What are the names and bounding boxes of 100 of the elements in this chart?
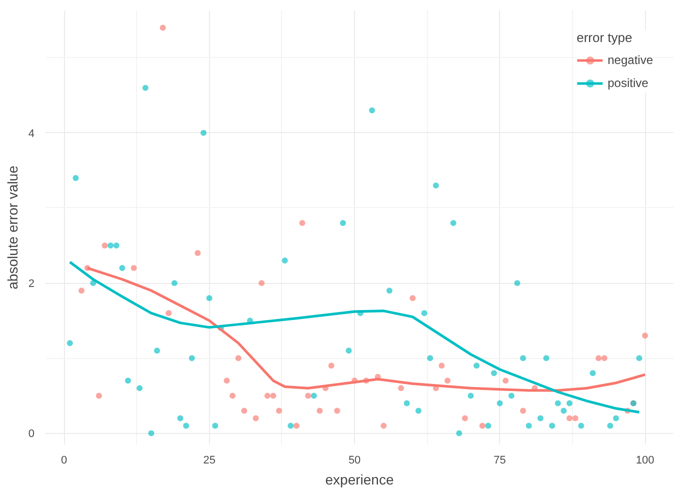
point bbox=[386, 288, 392, 294]
point bbox=[166, 310, 172, 316]
legend-label: negative bbox=[608, 53, 653, 67]
point bbox=[72, 174, 79, 181]
point bbox=[444, 378, 451, 384]
point bbox=[154, 348, 160, 354]
point bbox=[572, 415, 578, 422]
point bbox=[276, 408, 282, 414]
y-axis-title: absolute error value bbox=[4, 165, 20, 290]
x-tick-label: 50 bbox=[348, 454, 361, 466]
line-series bbox=[68, 260, 641, 414]
point bbox=[264, 392, 270, 399]
point bbox=[485, 422, 492, 429]
point bbox=[96, 392, 102, 399]
point bbox=[310, 392, 317, 399]
point bbox=[410, 295, 416, 302]
point bbox=[119, 265, 126, 272]
point bbox=[432, 182, 439, 188]
point bbox=[421, 310, 428, 316]
point bbox=[160, 24, 166, 31]
point bbox=[566, 415, 573, 422]
point bbox=[200, 130, 207, 136]
point bbox=[496, 400, 503, 406]
point bbox=[368, 107, 375, 114]
point bbox=[334, 408, 340, 414]
point bbox=[642, 332, 648, 339]
point bbox=[328, 362, 334, 369]
point bbox=[636, 355, 642, 362]
point bbox=[142, 84, 148, 91]
point bbox=[130, 265, 137, 272]
point bbox=[299, 220, 306, 226]
point bbox=[607, 422, 614, 429]
point bbox=[288, 422, 294, 429]
point bbox=[566, 400, 573, 406]
point bbox=[241, 408, 248, 414]
point bbox=[124, 378, 131, 384]
point bbox=[113, 242, 120, 249]
point bbox=[596, 355, 602, 362]
point bbox=[148, 430, 154, 436]
point bbox=[252, 415, 259, 422]
point bbox=[224, 378, 230, 384]
point bbox=[282, 258, 288, 264]
point bbox=[490, 370, 497, 376]
point bbox=[66, 340, 73, 346]
point bbox=[514, 280, 520, 286]
point bbox=[427, 355, 434, 362]
point bbox=[590, 370, 596, 376]
point bbox=[404, 400, 410, 406]
x-tick-label: 75 bbox=[494, 454, 506, 466]
point bbox=[270, 392, 276, 399]
y-tick-label: 4 bbox=[28, 128, 35, 140]
point bbox=[543, 355, 550, 362]
point bbox=[293, 422, 300, 429]
point bbox=[554, 400, 561, 406]
point bbox=[177, 415, 184, 422]
point bbox=[340, 220, 346, 226]
point bbox=[479, 422, 486, 429]
point bbox=[415, 408, 422, 414]
x-tick-label: 100 bbox=[636, 454, 654, 466]
point bbox=[450, 220, 456, 226]
point bbox=[230, 392, 236, 399]
point bbox=[549, 422, 556, 429]
point bbox=[578, 422, 584, 429]
x-tick-label: 0 bbox=[61, 454, 68, 466]
y-tick-label: 0 bbox=[28, 428, 35, 440]
point bbox=[508, 392, 514, 399]
point bbox=[171, 280, 178, 286]
point bbox=[212, 422, 218, 429]
point bbox=[468, 392, 474, 399]
point bbox=[601, 355, 608, 362]
point bbox=[520, 408, 526, 414]
legend-label: positive bbox=[608, 76, 648, 90]
point bbox=[438, 362, 445, 369]
point bbox=[380, 422, 387, 429]
point bbox=[235, 355, 242, 362]
point bbox=[398, 385, 404, 392]
point bbox=[136, 385, 143, 392]
legend-title: error type bbox=[576, 30, 634, 45]
point bbox=[188, 355, 195, 362]
point bbox=[526, 422, 532, 429]
point bbox=[456, 430, 462, 436]
point bbox=[560, 408, 567, 414]
point bbox=[102, 242, 108, 249]
point bbox=[346, 348, 352, 354]
x-axis-title: experience bbox=[325, 472, 394, 488]
point bbox=[502, 378, 509, 384]
point bbox=[78, 288, 85, 294]
point bbox=[537, 415, 544, 422]
point bbox=[108, 242, 114, 249]
point bbox=[206, 295, 212, 302]
point bbox=[305, 392, 312, 399]
point bbox=[612, 415, 619, 422]
y-tick-label: 2 bbox=[28, 278, 35, 290]
x-tick-label: 25 bbox=[203, 454, 216, 466]
point bbox=[258, 280, 265, 286]
point bbox=[462, 415, 468, 422]
point bbox=[474, 362, 480, 369]
point bbox=[520, 355, 526, 362]
point bbox=[316, 408, 323, 414]
point bbox=[183, 422, 190, 429]
